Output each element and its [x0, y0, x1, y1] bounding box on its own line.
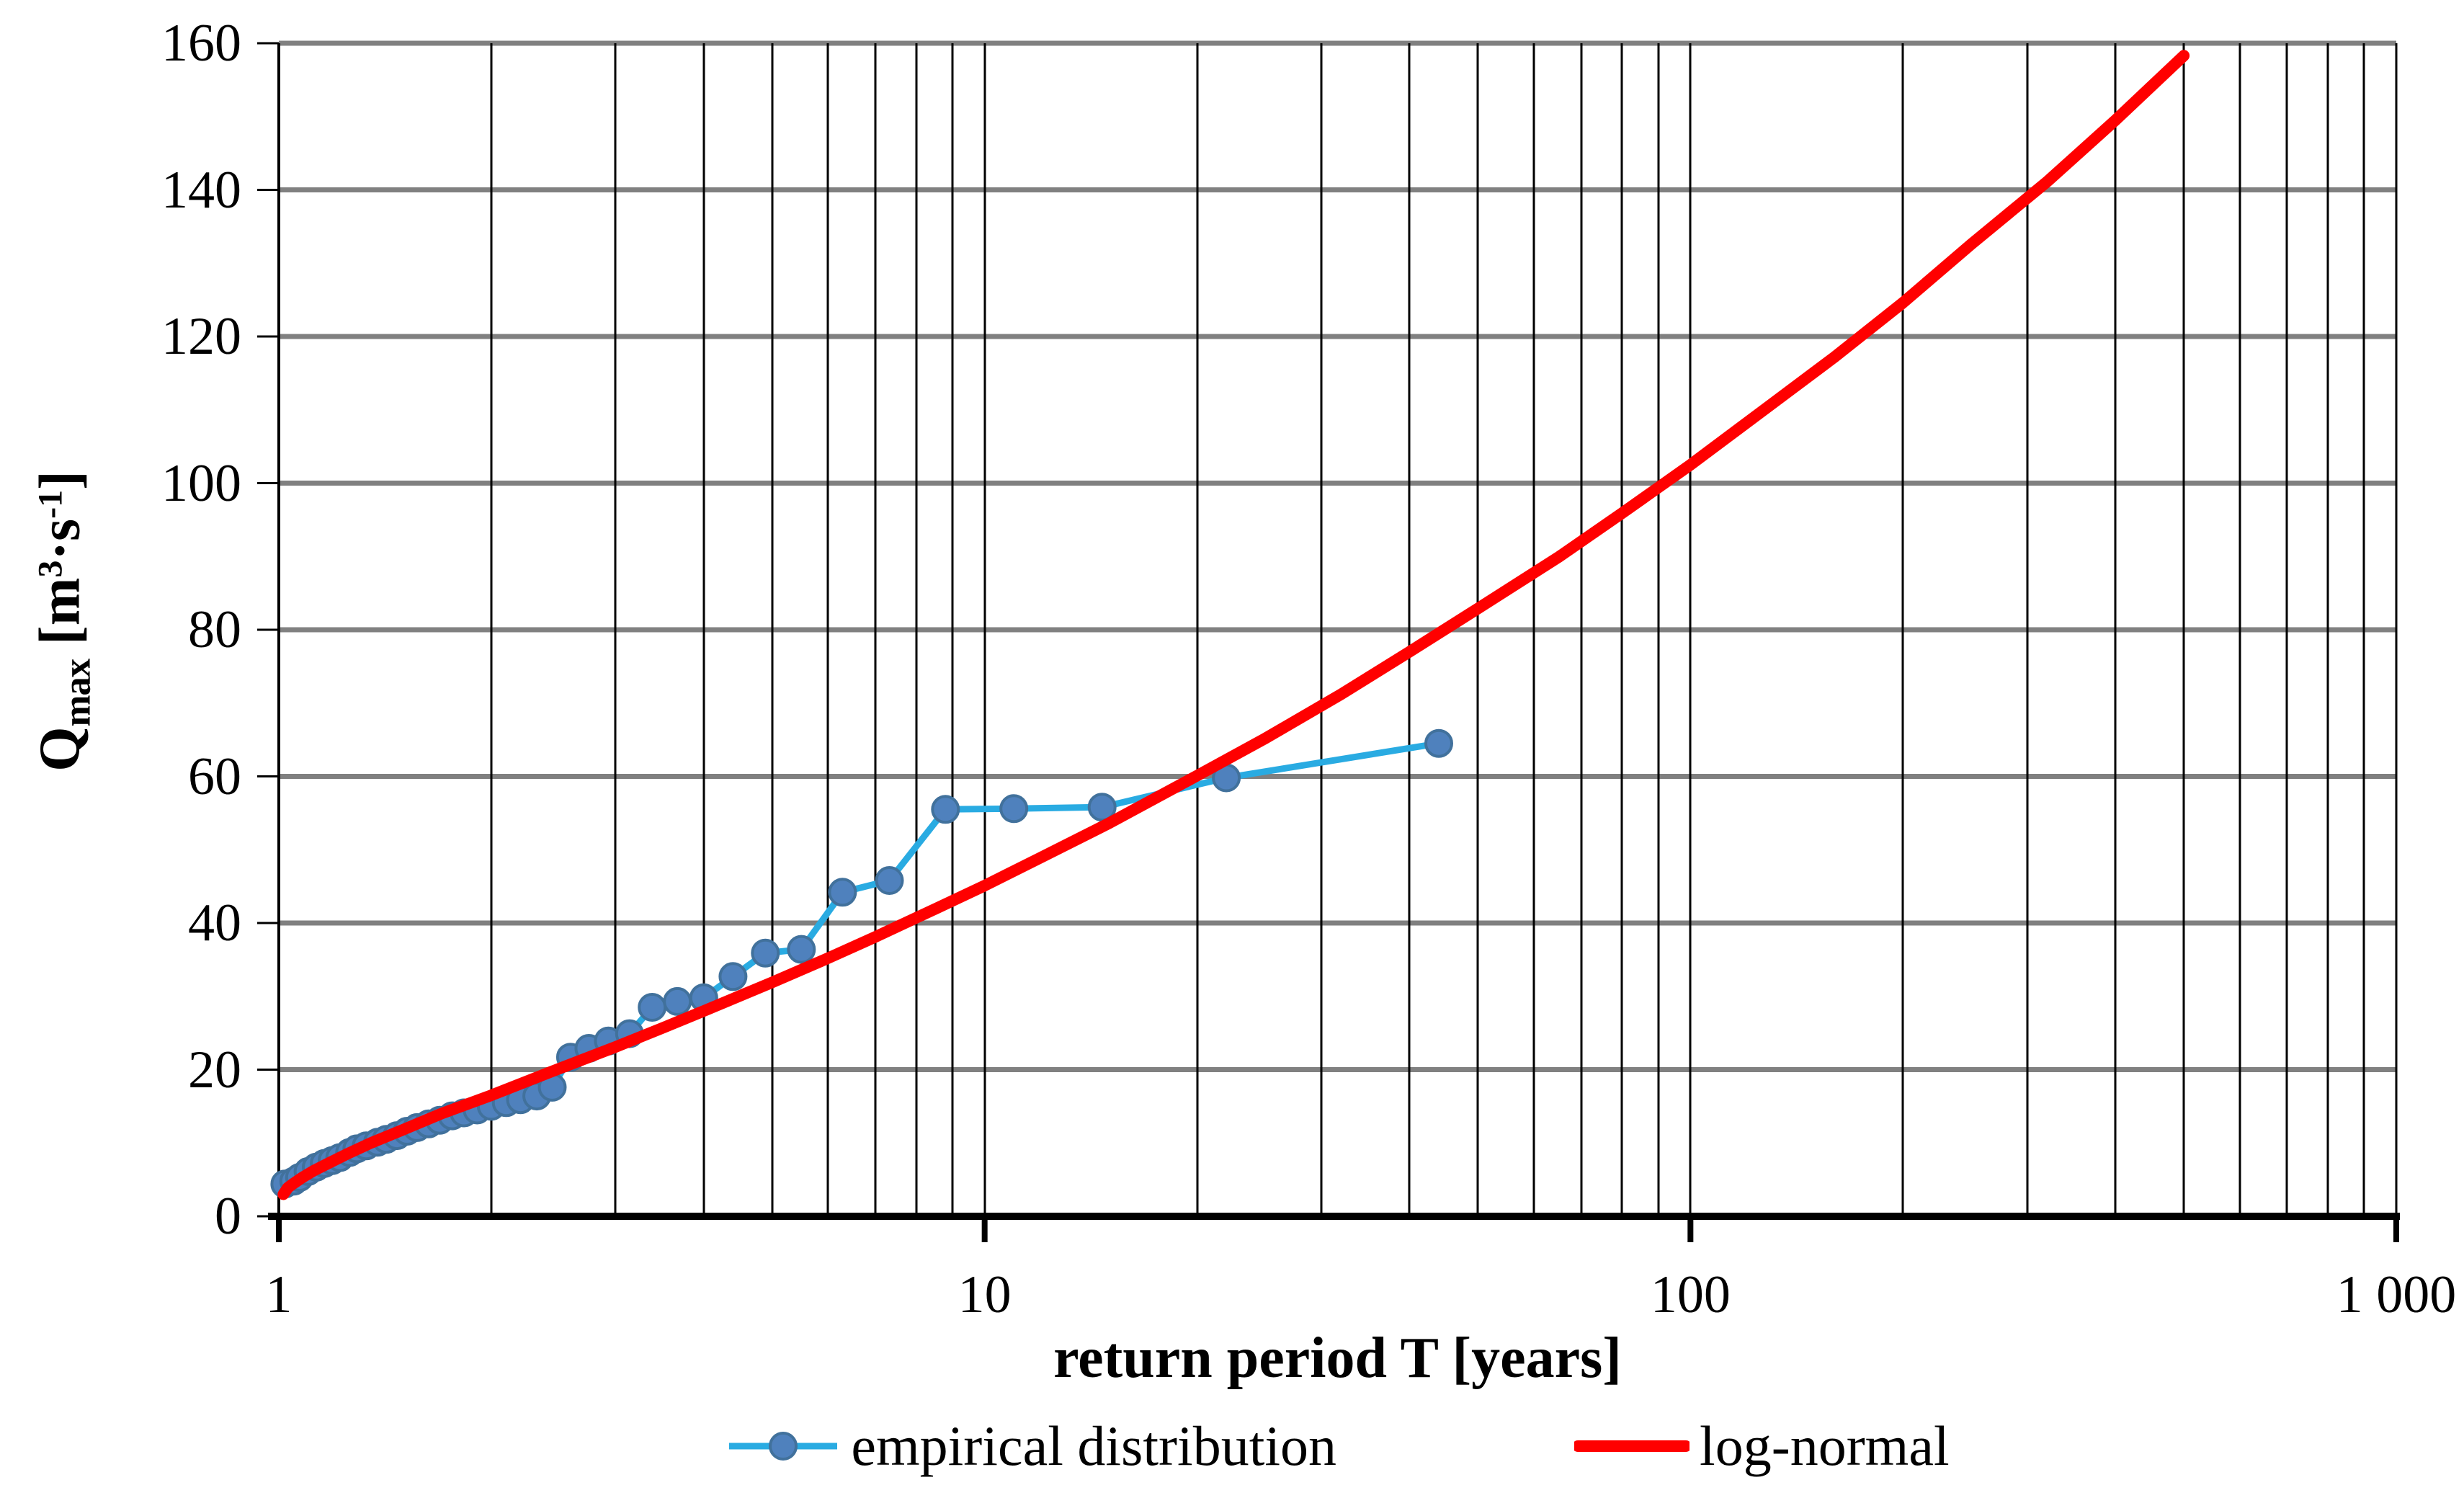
legend-item-empirical: empirical distribution — [726, 1414, 1336, 1479]
y-axis-exponent: 3 — [31, 560, 70, 578]
lognormal-line-icon — [1574, 1440, 1690, 1452]
y-tick-label-0: 0 — [215, 1187, 241, 1246]
legend: empirical distribution log-normal — [279, 1414, 2396, 1479]
empirical-point — [787, 935, 816, 964]
empirical-point — [1424, 728, 1453, 758]
y-axis-subscript: max — [56, 659, 99, 727]
legend-label-empirical: empirical distribution — [851, 1414, 1337, 1477]
y-tick-label-20: 20 — [188, 1040, 241, 1100]
y-tick-label-120: 120 — [161, 307, 241, 366]
x-tick-label-1: 1 — [265, 1265, 293, 1324]
empirical-point — [999, 794, 1029, 824]
x-tick-label-1 000: 1 000 — [2336, 1265, 2457, 1324]
x-axis-title: return period T [years] — [1053, 1327, 1622, 1390]
x-tick-label-10: 10 — [958, 1265, 1012, 1324]
legend-item-lognormal: log-normal — [1574, 1414, 1950, 1479]
empirical-point — [931, 795, 960, 824]
y-tick-label-160: 160 — [161, 14, 241, 73]
empirical-point — [718, 962, 748, 991]
empirical-point — [663, 986, 692, 1016]
empirical-point — [1087, 793, 1117, 822]
y-tick-label-40: 40 — [188, 893, 241, 953]
legend-label-lognormal: log-normal — [1700, 1414, 1950, 1477]
log-normal-curve — [277, 50, 2190, 1200]
empirical-line-marker-icon — [729, 1432, 838, 1461]
empirical-point — [638, 993, 667, 1022]
y-tick-label-60: 60 — [188, 746, 241, 806]
empirical-point — [828, 878, 857, 907]
empirical-point — [751, 938, 780, 968]
y-tick-label-140: 140 — [161, 160, 241, 220]
empirical-point — [875, 866, 904, 895]
y-tick-label-80: 80 — [188, 600, 241, 659]
y-tick-label-100: 100 — [161, 453, 241, 513]
x-tick-label-100: 100 — [1650, 1265, 1731, 1324]
